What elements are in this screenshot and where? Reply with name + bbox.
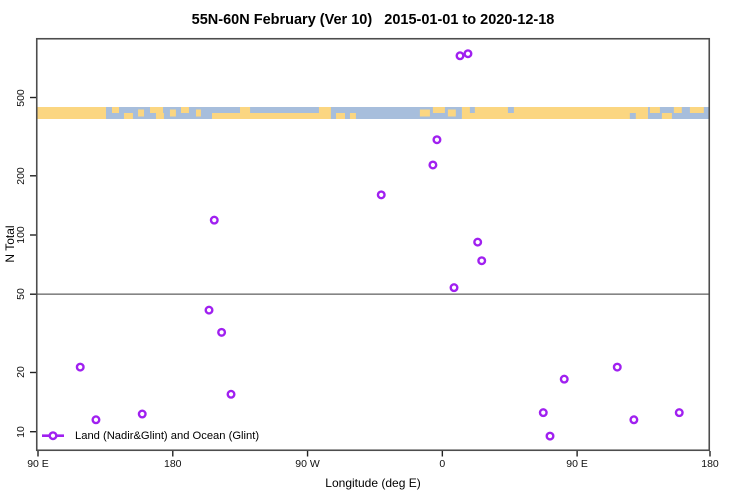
x-tick-label: 180 (164, 458, 182, 470)
data-point (455, 51, 465, 61)
map-strip-patch (629, 113, 636, 119)
map-strip-segment (36, 107, 106, 119)
x-axis-label: Longitude (deg E) (325, 476, 421, 490)
data-point (137, 409, 147, 419)
data-point (477, 256, 487, 266)
x-tick-label: 90 E (566, 458, 588, 470)
data-point (538, 408, 548, 418)
y-tick-label: 100 (15, 226, 27, 244)
data-point (473, 237, 483, 247)
map-strip-patch (673, 107, 682, 113)
legend-marker-icon (48, 431, 58, 441)
y-tick-label: 50 (15, 288, 27, 301)
map-strip-patch (111, 107, 120, 113)
map-strip-patch (447, 109, 456, 117)
data-point (463, 49, 473, 59)
map-strip-patch (212, 113, 320, 119)
map-strip-patch (169, 109, 176, 117)
data-point (376, 190, 386, 200)
map-strip-patch (349, 113, 356, 119)
map-strip-patch (649, 107, 660, 113)
map-strip-patch (419, 109, 430, 117)
x-tick-label: 90 W (295, 458, 320, 470)
data-point (217, 327, 227, 337)
map-strip-patch (240, 107, 251, 113)
plot-border (35, 37, 711, 452)
y-tick-label: 500 (15, 88, 27, 107)
data-point (612, 362, 622, 372)
x-tick-label: 180 (701, 458, 719, 470)
map-strip-patch (156, 113, 164, 119)
chart-title: 55N-60N February (Ver 10) 2015-01-01 to … (191, 12, 555, 28)
map-strip-patch (689, 107, 704, 113)
map-strip-patch (123, 113, 133, 119)
data-point (204, 305, 214, 315)
data-point (75, 362, 85, 372)
legend-label: Land (Nadir&Glint) and Ocean (Glint) (75, 430, 260, 442)
map-strip (36, 107, 710, 119)
data-point (226, 389, 236, 399)
data-point (428, 160, 438, 170)
x-tick-label: 90 E (27, 458, 49, 470)
data-point (91, 415, 101, 425)
map-strip-patch (138, 109, 145, 117)
map-strip-patch (507, 107, 514, 113)
data-point (209, 215, 219, 225)
data-point (629, 415, 639, 425)
map-strip-patch (469, 107, 475, 113)
y-tick-label: 10 (15, 425, 27, 438)
data-point (449, 283, 459, 293)
data-point (674, 408, 684, 418)
x-tick-label: 0 (439, 458, 446, 470)
data-point (559, 374, 569, 384)
map-strip-patch (432, 107, 445, 113)
map-strip-patch (195, 109, 201, 117)
data-point (432, 135, 442, 145)
map-strip-patch (336, 113, 345, 119)
data-point (545, 431, 555, 441)
y-tick-label: 20 (15, 366, 27, 379)
map-strip-patch (150, 107, 164, 113)
map-strip-segment (461, 107, 648, 119)
map-strip-patch (661, 113, 672, 119)
y-tick-label: 200 (15, 167, 27, 185)
map-strip-patch (318, 107, 331, 119)
map-strip-patch (181, 107, 189, 113)
